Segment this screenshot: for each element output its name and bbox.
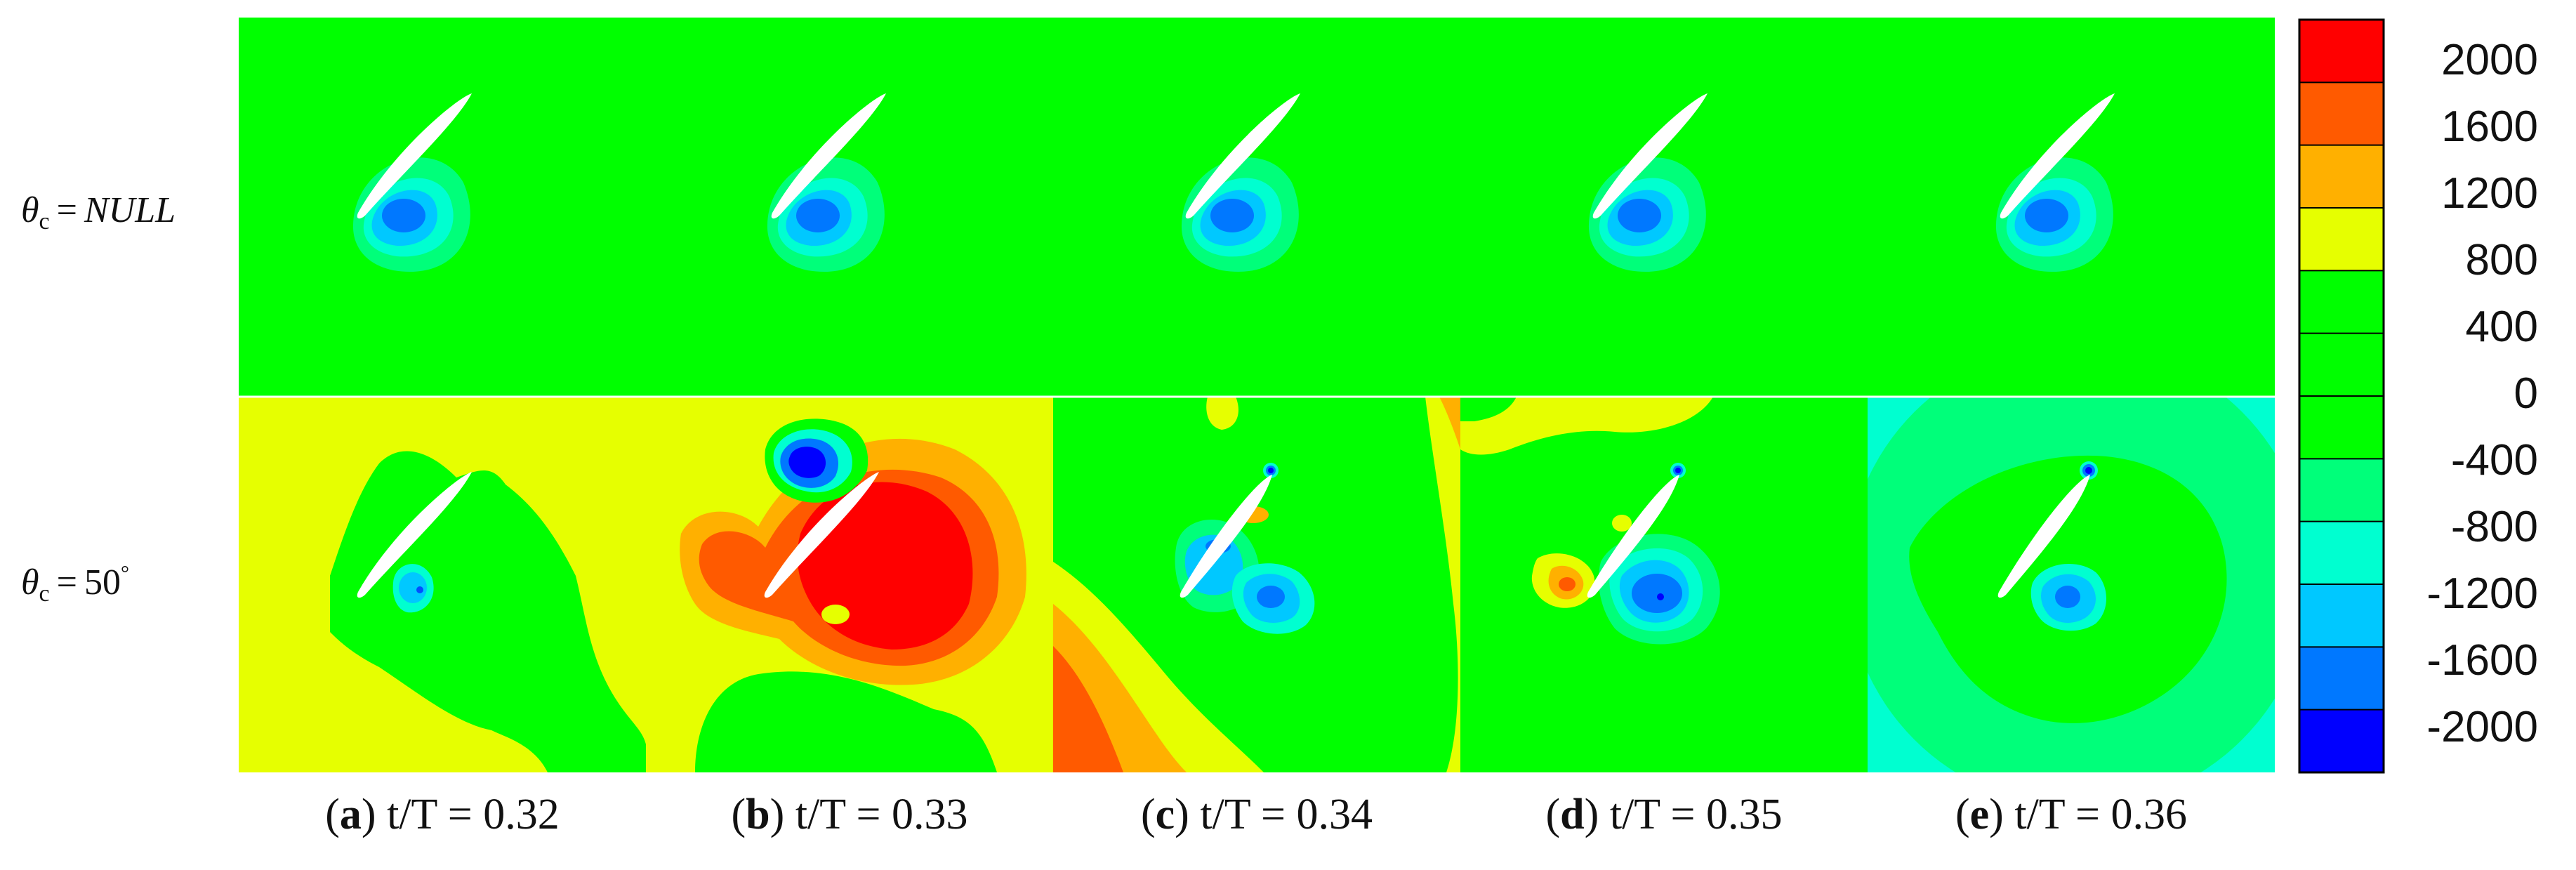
caption-b: (b) t/T = 0.33 (731, 791, 968, 838)
colorbar-segment (2299, 20, 2384, 83)
colorbar-label-neg1600: -1600 (2426, 636, 2538, 685)
colorbar-label-1200: 1200 (2441, 169, 2538, 218)
colorbar (2298, 18, 2385, 774)
bottom-panel-e (1868, 397, 2275, 772)
colorbar-segment (2299, 333, 2384, 397)
colorbar-label-neg1200: -1200 (2426, 569, 2538, 618)
colorbar-segment (2299, 647, 2384, 711)
colorbar-segment (2299, 396, 2384, 459)
bottom-panel-b (646, 397, 1053, 772)
colorbar-label-0: 0 (2514, 369, 2538, 418)
caption-a: (a) t/T = 0.32 (325, 791, 560, 838)
colorbar-label-1600: 1600 (2441, 103, 2538, 151)
caption-c: (c) t/T = 0.34 (1140, 791, 1373, 838)
colorbar-segment (2299, 459, 2384, 522)
bottom-panel-a (239, 397, 646, 772)
colorbar-segment (2299, 584, 2384, 647)
colorbar-segment (2299, 145, 2384, 209)
top-panel-e (1995, 93, 2115, 272)
colorbar-frame (2298, 18, 2385, 774)
colorbar-segment (2299, 208, 2384, 271)
row-label-null: θc = NULL (21, 190, 176, 235)
colorbar-label-neg400: -400 (2450, 436, 2538, 485)
colorbar-label-neg800: -800 (2450, 503, 2538, 551)
colorbar-label-800: 800 (2465, 236, 2538, 284)
colorbar-segment (2299, 521, 2384, 585)
colorbar-label-neg2000: -2000 (2426, 703, 2538, 751)
top-panel-a (352, 93, 472, 272)
top-panel-b (767, 93, 886, 272)
colorbar-segment (2299, 270, 2384, 334)
top-panel-c (1181, 93, 1300, 272)
bottom-panel-c (1053, 397, 1460, 772)
colorbar-segment (2299, 82, 2384, 146)
colorbar-label-2000: 2000 (2441, 36, 2538, 84)
top-panel-d (1588, 93, 1708, 272)
caption-e: (e) t/T = 0.36 (1955, 791, 2187, 838)
colorbar-label-400: 400 (2465, 303, 2538, 351)
caption-d: (d) t/T = 0.35 (1545, 791, 1783, 838)
bottom-panel-d (1460, 397, 1868, 772)
colorbar-segment (2299, 709, 2384, 773)
row-label-50deg: θc = 50° (21, 562, 129, 607)
